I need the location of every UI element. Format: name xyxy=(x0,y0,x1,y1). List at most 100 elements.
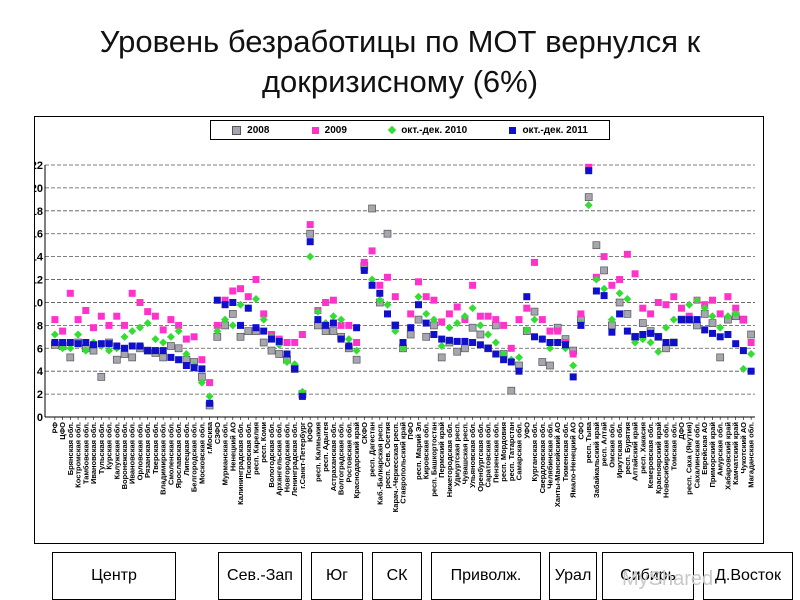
x-tick-label: Приморский край xyxy=(708,422,717,488)
x-tick-label: Хабаровский край xyxy=(723,422,732,490)
point-2009 xyxy=(438,318,446,326)
x-tick-label: Псковская обл. xyxy=(244,422,253,479)
point-2010 xyxy=(166,332,175,341)
point-2010 xyxy=(437,341,446,350)
point-2009 xyxy=(182,335,190,343)
point-2010 xyxy=(607,315,616,324)
x-tick-label: респ. Татарстан xyxy=(507,422,516,481)
point-2009 xyxy=(430,296,438,304)
point-2009 xyxy=(190,333,198,341)
legend-item-2011: окт.-дек. 2011 xyxy=(509,125,588,136)
point-2009 xyxy=(82,307,90,314)
region-center: Центр xyxy=(52,552,176,600)
point-2011 xyxy=(190,364,198,372)
region-siberia: Сибирь xyxy=(602,552,694,600)
point-2010 xyxy=(484,330,493,339)
x-tick-label: г.Москва xyxy=(205,421,214,454)
point-2009 xyxy=(445,310,453,318)
point-2010 xyxy=(569,361,578,370)
point-2011 xyxy=(476,341,484,349)
point-2010 xyxy=(491,338,500,347)
point-2011 xyxy=(415,301,422,309)
region-northwest: Сев.-Зап xyxy=(218,552,302,600)
point-2011 xyxy=(507,358,515,366)
point-2011 xyxy=(492,350,500,358)
point-2009 xyxy=(546,327,554,335)
point-2009 xyxy=(51,316,59,324)
point-2009 xyxy=(523,304,531,312)
point-2008 xyxy=(306,229,315,238)
x-tick-label: респ. Тыва xyxy=(584,421,593,463)
point-2009 xyxy=(453,303,461,311)
x-tick-label: СКФО xyxy=(360,422,369,444)
x-tick-label: Томская обл. xyxy=(669,422,678,470)
point-2009 xyxy=(391,293,399,301)
x-tick-label: Вологодская обл. xyxy=(267,422,276,488)
x-tick-label: Ханты-Мансийский АО xyxy=(553,422,562,507)
point-2011 xyxy=(438,335,446,343)
point-2010 xyxy=(344,335,353,344)
point-2008 xyxy=(476,330,485,339)
point-2011 xyxy=(407,324,415,332)
legend-label-2010: окт.-дек. 2010 xyxy=(401,124,468,136)
point-2010 xyxy=(128,327,137,336)
point-2008 xyxy=(128,353,137,362)
point-2010 xyxy=(399,344,407,353)
point-2009 xyxy=(600,253,608,261)
point-2009 xyxy=(739,316,747,324)
point-2008 xyxy=(422,332,431,341)
point-2009 xyxy=(175,321,183,329)
point-2010 xyxy=(259,315,268,324)
x-tick-label: Красноярский край xyxy=(654,422,663,494)
x-tick-label: Владимирская обл. xyxy=(159,422,168,495)
point-2010 xyxy=(638,335,647,344)
point-2008 xyxy=(592,241,601,250)
point-2010 xyxy=(468,304,477,313)
point-2008 xyxy=(530,307,539,316)
point-2011 xyxy=(724,331,732,338)
x-tick-label: респ. Марий Эл xyxy=(414,422,423,480)
point-2011 xyxy=(51,339,59,346)
point-2008 xyxy=(66,353,75,362)
point-2008 xyxy=(600,266,608,275)
point-2009 xyxy=(554,327,562,335)
point-2009 xyxy=(337,321,345,329)
point-2011 xyxy=(275,337,283,345)
point-2011 xyxy=(105,340,113,348)
point-2009 xyxy=(639,304,647,312)
point-2011 xyxy=(747,367,755,375)
point-2010 xyxy=(662,323,671,332)
point-2011 xyxy=(159,347,167,355)
point-2008 xyxy=(259,338,268,347)
point-2011 xyxy=(592,287,600,295)
x-tick-label: Чукотский АО xyxy=(739,422,748,474)
point-2009 xyxy=(531,258,538,266)
point-2011 xyxy=(484,344,492,352)
x-tick-label: Краснодарский край xyxy=(352,422,361,499)
point-2011 xyxy=(182,362,190,369)
point-2010 xyxy=(747,350,756,358)
point-2009 xyxy=(492,316,500,324)
point-2010 xyxy=(414,292,423,301)
point-2009 xyxy=(678,304,685,312)
x-tick-label: респ. Адыгея xyxy=(321,422,330,472)
point-2010 xyxy=(445,323,454,332)
x-tick-label: Брянская обл. xyxy=(66,422,75,475)
point-2010 xyxy=(716,323,725,332)
point-2010 xyxy=(313,307,322,316)
point-2008 xyxy=(615,298,624,307)
point-2009 xyxy=(662,301,670,309)
legend-marker-2008 xyxy=(232,125,242,135)
point-2011 xyxy=(391,321,399,329)
legend-item-2010: окт.-дек. 2010 xyxy=(387,124,468,136)
x-tick-label: УФО xyxy=(522,422,531,439)
point-2009 xyxy=(298,331,306,338)
point-2011 xyxy=(531,333,538,341)
point-2009 xyxy=(407,310,415,318)
point-2008 xyxy=(329,327,338,335)
point-2009 xyxy=(577,310,585,318)
point-2010 xyxy=(236,300,245,309)
legend-item-2009: 2009 xyxy=(311,125,347,136)
point-2008 xyxy=(623,310,632,318)
